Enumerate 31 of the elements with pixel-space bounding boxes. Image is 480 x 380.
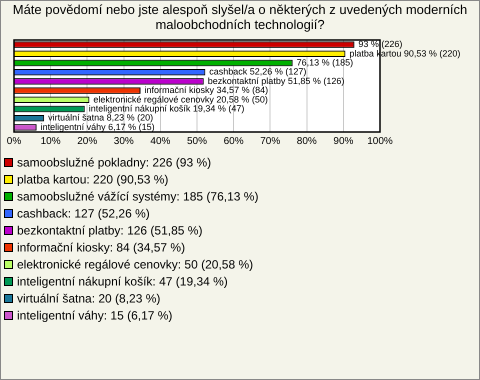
legend-label: informační kiosky: 84 (34,57 %)	[17, 240, 186, 254]
x-tick-label: 60%	[224, 136, 244, 147]
legend-label: inteligentní váhy: 15 (6,17 %)	[17, 308, 172, 322]
legend-label: platba kartou: 220 (90,53 %)	[17, 172, 168, 186]
data-label: inteligentní nákupní košík 19,34 % (47)	[88, 103, 244, 114]
data-label: 76,13 % (185)	[296, 57, 354, 68]
x-tick-label: 100%	[367, 136, 393, 147]
x-tick-label: 40%	[150, 136, 171, 147]
legend-label: inteligentní nákupní košík: 47 (19,34 %)	[17, 274, 228, 288]
legend-label: bezkontaktní platby: 126 (51,85 %)	[17, 223, 202, 238]
data-label: bezkontaktní platby 51,85 % (126)	[208, 76, 344, 86]
x-tick-label: 20%	[77, 136, 98, 147]
data-label: informační kiosky 34,57 % (84)	[144, 85, 268, 96]
legend-label: samoobslužné pokladny: 226 (93 %)	[17, 155, 212, 170]
legend-label: cashback: 127 (52,26 %)	[17, 206, 150, 220]
data-label: cashback 52,26 % (127)	[209, 66, 306, 77]
x-tick-label: 70%	[260, 136, 280, 147]
data-label: virtuální šatna 8,23 % (20)	[48, 112, 154, 123]
legend-label: elektronické regálové cenovky: 50 (20,58 %)	[17, 257, 254, 272]
data-label: elektronické regálové cenovky 20,58 % (50)	[93, 94, 268, 104]
x-tick-label: 90%	[333, 136, 354, 147]
x-tick-label: 0%	[6, 136, 22, 147]
x-tick-label: 50%	[186, 136, 208, 147]
chart-title: Máte povědomí nebo jste alespoň slyšel/a o některých z uvedených moderních maloobchodních technologií?	[12, 2, 468, 32]
legend-label: samoobslužné vážící systémy: 185 (76,13 %)	[17, 189, 258, 204]
data-label: inteligentní váhy 6,17 % (15)	[40, 122, 155, 132]
x-tick-label: 30%	[114, 136, 134, 147]
legend-label: virtuální šatna: 20 (8,23 %)	[17, 291, 160, 306]
x-tick-label: 80%	[296, 136, 317, 147]
data-label: 93 % (226)	[358, 39, 402, 50]
x-tick-label: 10%	[40, 136, 61, 147]
